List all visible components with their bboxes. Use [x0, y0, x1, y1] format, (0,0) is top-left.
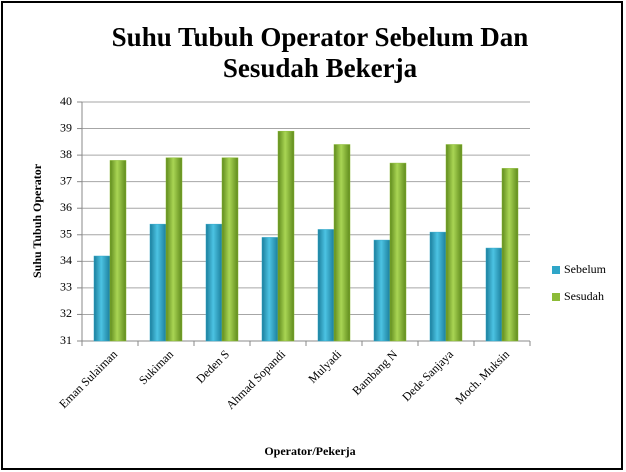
x-axis-title: Operator/Pekerja — [264, 444, 355, 458]
y-tick-label: 35 — [60, 227, 72, 241]
bar — [221, 157, 239, 342]
y-tick-label: 39 — [60, 120, 72, 134]
bar — [333, 144, 351, 342]
y-tick-label: 37 — [60, 173, 72, 187]
legend-label: Sebelum — [564, 262, 607, 276]
y-tick-label: 38 — [60, 147, 72, 161]
bar — [485, 247, 503, 342]
y-tick-label: 33 — [60, 280, 72, 294]
bar — [277, 130, 295, 342]
bar — [109, 160, 127, 342]
bar — [205, 223, 223, 342]
bar — [317, 229, 335, 342]
bar — [261, 237, 279, 342]
y-tick-label: 34 — [60, 253, 72, 267]
legend-swatch — [552, 293, 560, 301]
y-tick-label: 40 — [60, 94, 72, 108]
bar — [165, 157, 183, 342]
y-tick-label: 31 — [60, 333, 72, 347]
bar — [445, 144, 463, 342]
bar — [93, 255, 111, 342]
y-axis-title: Suhu Tubuh Operator — [30, 163, 44, 278]
bar — [501, 168, 519, 342]
bar — [149, 223, 167, 342]
legend-label: Sesudah — [564, 289, 604, 303]
bar — [389, 162, 407, 342]
legend-swatch — [552, 266, 560, 274]
chart-title: Suhu Tubuh Operator Sebelum Dan Sesudah … — [111, 22, 529, 83]
y-tick-label: 36 — [60, 200, 72, 214]
bar — [429, 231, 447, 342]
y-tick-label: 32 — [60, 306, 72, 320]
bar — [373, 239, 391, 342]
